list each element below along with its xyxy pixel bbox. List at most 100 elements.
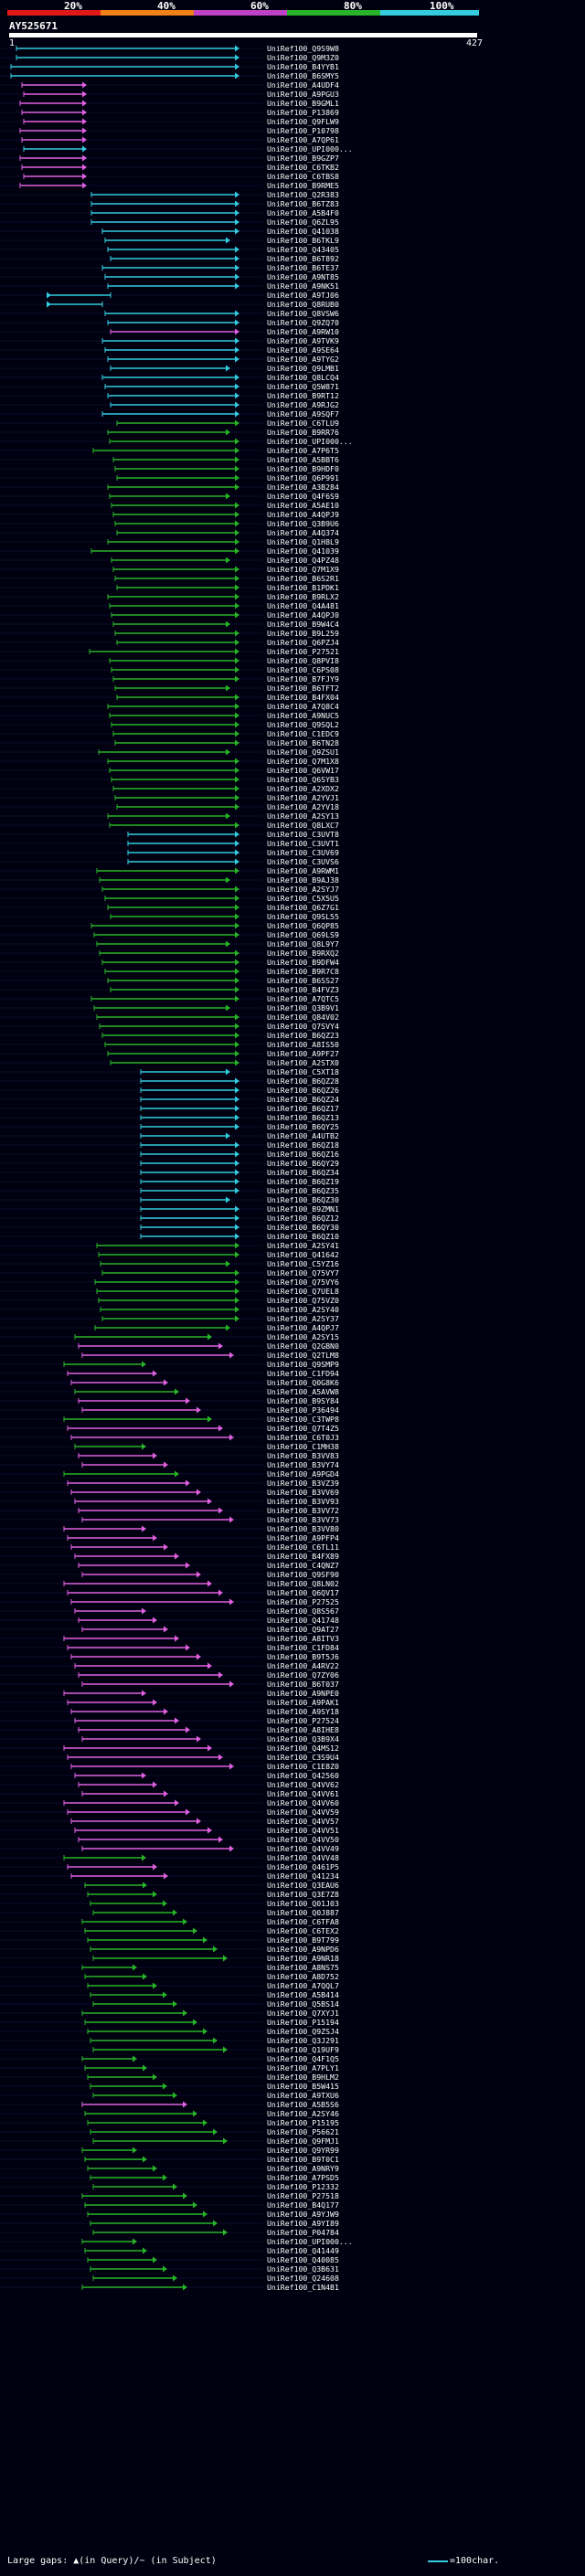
hit-label-link[interactable]: UniRef100_P04784 bbox=[267, 2228, 339, 2237]
hit-label-link[interactable]: UniRef100_C3UVT8 bbox=[267, 830, 339, 839]
hit-label-link[interactable]: UniRef100_B4FX89 bbox=[267, 1552, 339, 1561]
hit-label-link[interactable]: UniRef100_P10798 bbox=[267, 126, 339, 135]
hit-label-link[interactable]: UniRef100_A8NS75 bbox=[267, 1963, 339, 1972]
hit-label-link[interactable]: UniRef100_A9RJG2 bbox=[267, 400, 339, 409]
hit-label-link[interactable]: UniRef100_C6TL11 bbox=[267, 1542, 339, 1552]
hit-label-link[interactable]: UniRef100_B6QZ18 bbox=[267, 1140, 339, 1150]
hit-label-link[interactable]: UniRef100_A7PLY1 bbox=[267, 2063, 339, 2072]
hit-label-link[interactable]: UniRef100_A9TVK9 bbox=[267, 336, 339, 345]
hit-label-link[interactable]: UniRef100_B6TN28 bbox=[267, 738, 339, 747]
hit-label-link[interactable]: UniRef100_Q8RUB0 bbox=[267, 300, 339, 309]
hit-label-link[interactable]: UniRef100_B6TZ83 bbox=[267, 199, 339, 208]
hit-label-link[interactable]: UniRef100_Q7ZY06 bbox=[267, 1670, 339, 1680]
hit-label-link[interactable]: UniRef100_B9GML1 bbox=[267, 99, 339, 108]
hit-label-link[interactable]: UniRef100_Q24608 bbox=[267, 2274, 339, 2283]
hit-label-link[interactable]: UniRef100_Q9YR99 bbox=[267, 2146, 339, 2155]
hit-label-link[interactable]: UniRef100_Q0J887 bbox=[267, 1908, 339, 1917]
hit-label-link[interactable]: UniRef100_Q9SQL2 bbox=[267, 720, 339, 729]
hit-label-link[interactable]: UniRef100_Q3E7Z8 bbox=[267, 1890, 339, 1899]
hit-label-link[interactable]: UniRef100_P13869 bbox=[267, 108, 339, 117]
hit-label-link[interactable]: UniRef100_Q9LMB1 bbox=[267, 364, 339, 373]
hit-label-link[interactable]: UniRef100_C6T0J3 bbox=[267, 1433, 339, 1442]
hit-label-link[interactable]: UniRef100_B6TE37 bbox=[267, 263, 339, 272]
hit-label-link[interactable]: UniRef100_B3VV93 bbox=[267, 1497, 339, 1506]
hit-label-link[interactable]: UniRef100_Q19UF9 bbox=[267, 2045, 339, 2054]
hit-label-link[interactable]: UniRef100_Q4VV57 bbox=[267, 1817, 339, 1826]
hit-label-link[interactable]: UniRef100_A9PAK1 bbox=[267, 1698, 339, 1707]
hit-label-link[interactable]: UniRef100_Q9ZSJ4 bbox=[267, 2027, 339, 2036]
hit-label-link[interactable]: UniRef100_Q5BS14 bbox=[267, 1999, 339, 2009]
hit-label-link[interactable]: UniRef100_C5X5U5 bbox=[267, 894, 339, 903]
hit-label-link[interactable]: UniRef100_A9NT85 bbox=[267, 272, 339, 281]
hit-label-link[interactable]: UniRef100_A2SYJ7 bbox=[267, 885, 339, 894]
hit-label-link[interactable]: UniRef100_A4QPJ0 bbox=[267, 610, 339, 620]
hit-label-link[interactable]: UniRef100_B4FVZ3 bbox=[267, 985, 339, 994]
hit-label-link[interactable]: UniRef100_Q7XYJ1 bbox=[267, 2009, 339, 2018]
hit-label-link[interactable]: UniRef100_B3VV80 bbox=[267, 1524, 339, 1533]
hit-label-link[interactable]: UniRef100_Q4VV62 bbox=[267, 1780, 339, 1789]
hit-label-link[interactable]: UniRef100_A2SY40 bbox=[267, 1305, 339, 1314]
hit-label-link[interactable]: UniRef100_A4UDF4 bbox=[267, 80, 339, 90]
hit-label-link[interactable]: UniRef100_Q9FMJ1 bbox=[267, 2136, 339, 2146]
hit-label-link[interactable]: UniRef100_C3UVT1 bbox=[267, 839, 339, 848]
hit-label-link[interactable]: UniRef100_P36494 bbox=[267, 1405, 339, 1415]
hit-label-link[interactable]: UniRef100_B3VZ39 bbox=[267, 1479, 339, 1488]
hit-label-link[interactable]: UniRef100_Q01J03 bbox=[267, 1899, 339, 1908]
hit-label-link[interactable]: UniRef100_C5YZ16 bbox=[267, 1259, 339, 1268]
hit-label-link[interactable]: UniRef100_B9T5J6 bbox=[267, 1652, 339, 1661]
hit-label-link[interactable]: UniRef100_Q6PZJ4 bbox=[267, 638, 339, 647]
hit-label-link[interactable]: UniRef100_A9SY18 bbox=[267, 1707, 339, 1716]
hit-label-link[interactable]: UniRef100_Q75VY7 bbox=[267, 1268, 339, 1277]
hit-label-link[interactable]: UniRef100_A5BBT6 bbox=[267, 455, 339, 464]
hit-label-link[interactable]: UniRef100_Q6SYB3 bbox=[267, 775, 339, 784]
hit-label-link[interactable]: UniRef100_Q3B9X4 bbox=[267, 1734, 339, 1744]
hit-label-link[interactable]: UniRef100_A5B4F0 bbox=[267, 208, 339, 217]
hit-label-link[interactable]: UniRef100_B6T037 bbox=[267, 1680, 339, 1689]
hit-label-link[interactable]: UniRef100_A2YV18 bbox=[267, 802, 339, 811]
hit-label-link[interactable]: UniRef100_P15195 bbox=[267, 2118, 339, 2127]
hit-label-link[interactable]: UniRef100_B3VV83 bbox=[267, 1451, 339, 1460]
hit-label-link[interactable]: UniRef100_Q41449 bbox=[267, 2246, 339, 2255]
hit-label-link[interactable]: UniRef100_Q8L9Y7 bbox=[267, 939, 339, 949]
hit-label-link[interactable]: UniRef100_Q4VV48 bbox=[267, 1853, 339, 1862]
hit-label-link[interactable]: UniRef100_B6QZ30 bbox=[267, 1195, 339, 1204]
hit-label-link[interactable]: UniRef100_A2STX0 bbox=[267, 1058, 339, 1067]
hit-label-link[interactable]: UniRef100_B4YYB1 bbox=[267, 62, 339, 71]
hit-label-link[interactable]: UniRef100_Q5W871 bbox=[267, 382, 339, 391]
hit-label-link[interactable]: UniRef100_A2SY15 bbox=[267, 1332, 339, 1341]
hit-label-link[interactable]: UniRef100_A9NPD6 bbox=[267, 1945, 339, 1954]
hit-label-link[interactable]: UniRef100_B3VV73 bbox=[267, 1515, 339, 1524]
hit-label-link[interactable]: UniRef100_Q8S567 bbox=[267, 1606, 339, 1616]
hit-label-link[interactable]: UniRef100_A9PGU3 bbox=[267, 90, 339, 99]
hit-label-link[interactable]: UniRef100_Q8LCQ4 bbox=[267, 373, 339, 382]
hit-label-link[interactable]: UniRef100_B9HDF0 bbox=[267, 464, 339, 473]
hit-label-link[interactable]: UniRef100_Q9SMP9 bbox=[267, 1360, 339, 1369]
hit-label-link[interactable]: UniRef100_Q9SL55 bbox=[267, 912, 339, 921]
hit-label-link[interactable]: UniRef100_C3UVS6 bbox=[267, 857, 339, 866]
hit-label-link[interactable]: UniRef100_B9AJ38 bbox=[267, 875, 339, 885]
hit-label-link[interactable]: UniRef100_B6TKL9 bbox=[267, 236, 339, 245]
hit-label-link[interactable]: UniRef100_Q2GBN0 bbox=[267, 1341, 339, 1351]
hit-label-link[interactable]: UniRef100_A3B284 bbox=[267, 482, 339, 492]
hit-label-link[interactable]: UniRef100_B7FJY9 bbox=[267, 674, 339, 684]
hit-label-link[interactable]: UniRef100_P27518 bbox=[267, 2191, 339, 2200]
hit-label-link[interactable]: UniRef100_C3TWP8 bbox=[267, 1415, 339, 1424]
hit-label-link[interactable]: UniRef100_Q75VY6 bbox=[267, 1277, 339, 1287]
hit-label-link[interactable]: UniRef100_Q8PVI8 bbox=[267, 656, 339, 665]
hit-label-link[interactable]: UniRef100_Q7T4Z5 bbox=[267, 1424, 339, 1433]
hit-label-link[interactable]: UniRef100_B3VV69 bbox=[267, 1488, 339, 1497]
hit-label-link[interactable]: UniRef100_Q6Z7G1 bbox=[267, 903, 339, 912]
hit-label-link[interactable]: UniRef100_A9TJ06 bbox=[267, 291, 339, 300]
hit-label-link[interactable]: UniRef100_A9NUC5 bbox=[267, 711, 339, 720]
hit-label-link[interactable]: UniRef100_P27521 bbox=[267, 647, 339, 656]
hit-label-link[interactable]: UniRef100_Q4VV61 bbox=[267, 1789, 339, 1798]
hit-label-link[interactable]: UniRef100_A9NK51 bbox=[267, 281, 339, 291]
hit-label-link[interactable]: UniRef100_B3VY74 bbox=[267, 1460, 339, 1469]
hit-label-link[interactable]: UniRef100_Q7M1X8 bbox=[267, 757, 339, 766]
hit-label-link[interactable]: UniRef100_B6TFT2 bbox=[267, 684, 339, 693]
hit-label-link[interactable]: UniRef100_A9PGD4 bbox=[267, 1469, 339, 1479]
hit-label-link[interactable]: UniRef100_A5AVW8 bbox=[267, 1387, 339, 1396]
hit-label-link[interactable]: UniRef100_B6QZ17 bbox=[267, 1104, 339, 1113]
hit-label-link[interactable]: UniRef100_Q3J291 bbox=[267, 2036, 339, 2045]
hit-label-link[interactable]: UniRef100_A4QPJ7 bbox=[267, 1323, 339, 1332]
